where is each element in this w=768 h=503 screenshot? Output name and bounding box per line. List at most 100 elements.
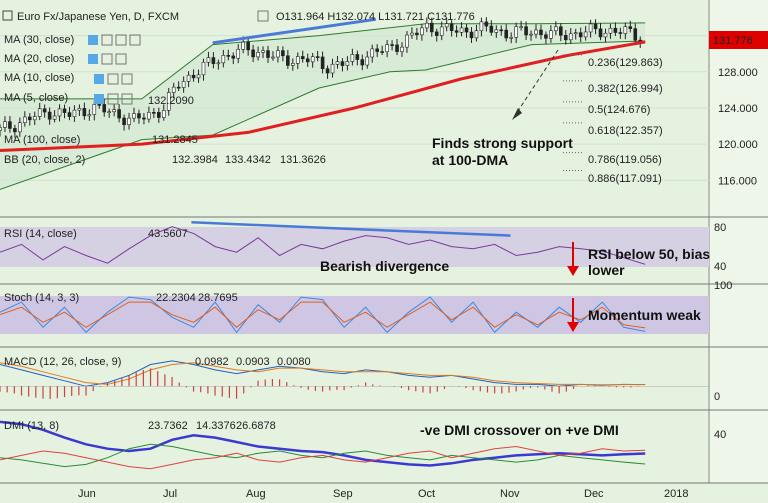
- legend-macd[interactable]: MACD (12, 26, close, 9): [4, 356, 121, 368]
- legend-controls[interactable]: [88, 10, 269, 105]
- candle-body: [603, 32, 608, 38]
- dmi-pane: [0, 420, 646, 470]
- price-tick-label: 124.000: [718, 103, 758, 115]
- candle-body: [3, 121, 7, 128]
- candle-body: [127, 117, 131, 126]
- bb-value-lower: 131.3626: [280, 154, 326, 166]
- candle-body: [380, 51, 384, 53]
- candle-body: [27, 116, 32, 121]
- fib-0236: 0.236(129.863): [588, 57, 663, 69]
- candle-body: [147, 112, 151, 120]
- candle-body: [291, 63, 295, 66]
- candle-body: [623, 26, 628, 34]
- support-annotation-line1: Finds strong support: [432, 135, 573, 151]
- candle-body: [201, 61, 206, 76]
- candle-body: [524, 26, 528, 36]
- eye-icon[interactable]: [101, 34, 113, 46]
- rsi-tick-40: 40: [714, 261, 726, 273]
- candle-body: [320, 56, 325, 70]
- collapse-icon[interactable]: [2, 10, 13, 21]
- rsi-value: 43.5607: [148, 228, 188, 240]
- legend-ma100[interactable]: MA (100, close): [4, 134, 80, 146]
- candle-body: [37, 108, 42, 117]
- candle-body: [266, 50, 270, 58]
- legend-ma30[interactable]: MA (30, close): [4, 34, 74, 46]
- macd-hist-value: 0.0080: [277, 356, 311, 368]
- candle-body: [87, 114, 92, 117]
- candle-body: [405, 34, 409, 48]
- candle-body: [166, 92, 171, 111]
- legend-dmi[interactable]: DMI (13, 8): [4, 420, 59, 432]
- candle-body: [554, 26, 558, 32]
- candle-body: [355, 54, 360, 60]
- chart-title: Euro Fx/Japanese Yen, D, FXCM: [17, 11, 179, 23]
- eye-icon[interactable]: [101, 53, 113, 65]
- candle-body: [102, 104, 107, 113]
- candle-body: [494, 29, 499, 33]
- candle-body: [161, 109, 166, 118]
- legend-bb[interactable]: BB (20, close, 2): [4, 154, 85, 166]
- candle-body: [583, 31, 588, 38]
- candle-body: [529, 33, 533, 36]
- candle-body: [77, 108, 82, 111]
- visibility-icon[interactable]: [257, 10, 269, 22]
- candle-body: [276, 50, 280, 58]
- candle-body: [251, 49, 255, 58]
- eye-icon[interactable]: [107, 93, 119, 105]
- dmi-plus-value: 14.3376: [196, 420, 236, 432]
- candle-body: [559, 26, 563, 36]
- series-line: [0, 226, 646, 265]
- candle-body: [385, 44, 389, 53]
- legend-stoch[interactable]: Stoch (14, 3, 3): [4, 292, 79, 304]
- eye-icon[interactable]: [107, 73, 119, 85]
- close-icon[interactable]: [129, 34, 141, 46]
- plus-icon[interactable]: [115, 34, 127, 46]
- candle-body: [72, 109, 77, 117]
- candle-body: [236, 48, 241, 59]
- x-tick-label: 2018: [664, 488, 688, 500]
- candle-body: [549, 30, 553, 39]
- plus-icon[interactable]: [121, 93, 133, 105]
- series-line: [0, 443, 646, 468]
- candle-body: [489, 25, 494, 33]
- rsi-tick-80: 80: [714, 222, 726, 234]
- plus-icon[interactable]: [121, 73, 133, 85]
- settings-icon[interactable]: [94, 94, 104, 104]
- candle-body: [13, 128, 17, 133]
- legend-ma20[interactable]: MA (20, close): [4, 53, 74, 65]
- candle-body: [484, 21, 489, 27]
- candle-body: [573, 32, 578, 35]
- settings-icon[interactable]: [88, 35, 98, 45]
- fib-05: 0.5(124.676): [588, 104, 650, 116]
- candle-body: [305, 58, 310, 63]
- stoch-value-k: 22.2304: [156, 292, 196, 304]
- candle-body: [499, 29, 504, 32]
- x-tick-label: Nov: [500, 488, 520, 500]
- ohlc-readout: O131.964 H132.074 L131.721 C131.776: [276, 11, 475, 23]
- settings-icon[interactable]: [94, 74, 104, 84]
- candle-body: [246, 41, 250, 51]
- legend-ma10[interactable]: MA (10, close): [4, 72, 74, 84]
- settings-icon[interactable]: [88, 54, 98, 64]
- candle-body: [211, 57, 216, 65]
- candle-body: [325, 68, 330, 74]
- dmi-minus-value: 26.6878: [236, 420, 276, 432]
- candle-body: [390, 44, 394, 46]
- candle-body: [410, 32, 414, 36]
- stoch-tick-100: 100: [714, 280, 732, 292]
- candle-body: [434, 31, 439, 36]
- candle-body: [300, 56, 305, 60]
- candle-body: [176, 86, 181, 89]
- candle-body: [429, 22, 434, 33]
- candle-body: [23, 116, 27, 124]
- plus-icon[interactable]: [115, 53, 127, 65]
- candle-body: [256, 52, 260, 58]
- legend-rsi[interactable]: RSI (14, close): [4, 228, 77, 240]
- candle-body: [444, 23, 449, 28]
- legend-ma5[interactable]: MA (5, close): [4, 92, 68, 104]
- rsi-pane: [0, 221, 646, 265]
- stoch-value-d: 28.7695: [198, 292, 238, 304]
- support-arrow-icon: [512, 49, 559, 120]
- candle-body: [206, 57, 211, 63]
- fib-0786: 0.786(119.056): [588, 154, 662, 166]
